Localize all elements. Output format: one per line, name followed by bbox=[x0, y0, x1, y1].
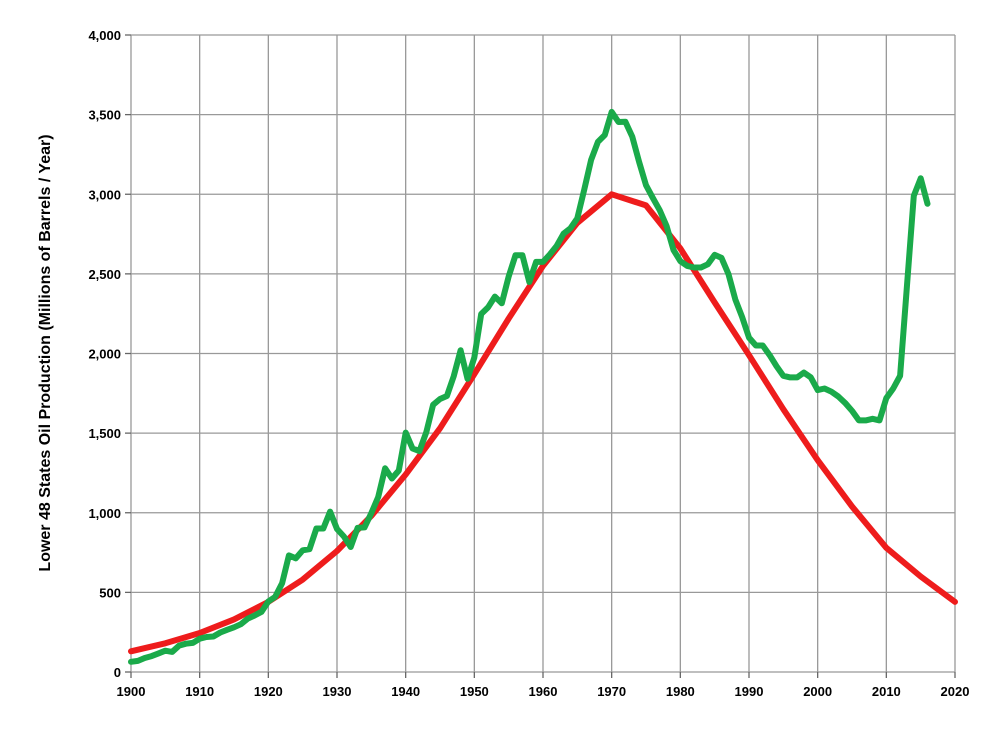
x-tick-label: 1930 bbox=[323, 684, 352, 699]
y-tick-label: 1,000 bbox=[88, 506, 121, 521]
x-tick-label: 1960 bbox=[529, 684, 558, 699]
x-tick-label: 1910 bbox=[185, 684, 214, 699]
plot-area bbox=[128, 108, 958, 665]
y-tick-label: 2,500 bbox=[88, 267, 121, 282]
y-tick-label: 2,000 bbox=[88, 347, 121, 362]
x-tick-label: 1940 bbox=[391, 684, 420, 699]
grid bbox=[130, 34, 956, 673]
y-axis-label: Lower 48 States Oil Production (Millions… bbox=[37, 134, 54, 571]
x-tick-label: 1990 bbox=[735, 684, 764, 699]
actual-series-line bbox=[128, 108, 931, 665]
x-axis: 1900 1910 1920 1930 1940 1950 1960 1970 1980 1990… bbox=[117, 672, 970, 699]
y-tick-label: 0 bbox=[114, 665, 121, 680]
x-tick-label: 2010 bbox=[872, 684, 901, 699]
y-tick-label: 3,500 bbox=[88, 108, 121, 123]
y-tick-label: 500 bbox=[99, 585, 121, 600]
x-tick-label: 1980 bbox=[666, 684, 695, 699]
x-tick-label: 1920 bbox=[254, 684, 283, 699]
y-axis: 0 500 1,000 1,500 2,000 2,500 3,000 3,500 4,000 bbox=[88, 28, 131, 680]
y-tick-label: 3,000 bbox=[88, 187, 121, 202]
x-tick-label: 1950 bbox=[460, 684, 489, 699]
x-tick-label: 1970 bbox=[597, 684, 626, 699]
x-tick-label: 2020 bbox=[941, 684, 970, 699]
x-tick-label: 1900 bbox=[117, 684, 146, 699]
x-tick-label: 2000 bbox=[803, 684, 832, 699]
y-tick-label: 4,000 bbox=[88, 28, 121, 43]
y-tick-label: 1,500 bbox=[88, 426, 121, 441]
